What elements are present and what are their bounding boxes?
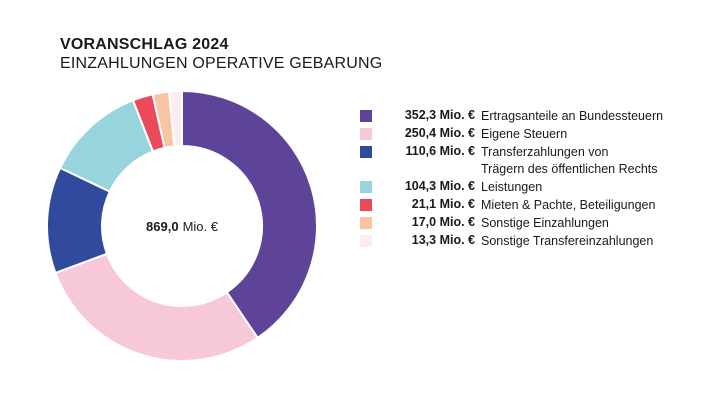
legend-item: 17,0 Mio. € Sonstige Einzahlungen (360, 215, 663, 233)
legend-value: 13,3 Mio. € (411, 233, 475, 247)
legend-item: 352,3 Mio. € Ertragsanteile an Bundessteu… (360, 108, 663, 126)
legend-item: 13,3 Mio. € Sonstige Transfereinzahlungen (360, 233, 663, 251)
legend-item: 250,4 Mio. € Eigene Steuern (360, 126, 663, 144)
legend-label: Sonstige Transfereinzahlungen (481, 234, 654, 248)
center-total-value: 869,0 (146, 219, 179, 234)
legend: 352,3 Mio. € Ertragsanteile an Bundessteu… (360, 108, 663, 251)
center-total-unit: Mio. € (183, 219, 219, 234)
legend-value: 21,1 Mio. € (411, 197, 475, 211)
donut-slice (167, 89, 183, 148)
legend-value: 104,3 Mio. € (404, 179, 475, 193)
chart-title: VORANSCHLAG 2024 (60, 36, 229, 53)
legend-swatch (360, 199, 372, 211)
legend-label: Sonstige Einzahlungen (481, 216, 609, 230)
legend-item: 110,6 Mio. € Transferzahlungen von Trägern… (360, 144, 663, 179)
legend-label-line: Transferzahlungen von (481, 145, 609, 159)
chart-subtitle: EINZAHLUNGEN OPERATIVE GEBARUNG (60, 55, 383, 72)
donut-slice (54, 252, 259, 362)
legend-swatch (360, 110, 372, 122)
center-total-label: 869,0 Mio. € (146, 219, 219, 234)
legend-label: Transferzahlungen von Trägern des öffentl… (481, 144, 658, 178)
legend-swatch (360, 146, 372, 158)
legend-label: Eigene Steuern (481, 127, 568, 141)
legend-value: 17,0 Mio. € (411, 215, 475, 229)
legend-swatch (360, 235, 372, 247)
legend-swatch (360, 181, 372, 193)
legend-value: 110,6 Mio. € (405, 144, 475, 158)
legend-label-line: Trägern des öffentlichen Rechts (481, 162, 658, 176)
legend-item: 104,3 Mio. € Leistungen (360, 179, 663, 197)
legend-label: Mieten & Pachte, Beteiligungen (481, 198, 656, 212)
legend-swatch (360, 217, 372, 229)
legend-label: Leistungen (481, 180, 543, 194)
legend-item: 21,1 Mio. € Mieten & Pachte, Beteiligunge… (360, 197, 663, 215)
legend-value: 250,4 Mio. € (404, 126, 475, 140)
legend-swatch (360, 128, 372, 140)
donut-slice (181, 89, 318, 340)
legend-value: 352,3 Mio. € (404, 108, 475, 122)
legend-label: Ertragsanteile an Bundessteuern (481, 109, 664, 123)
